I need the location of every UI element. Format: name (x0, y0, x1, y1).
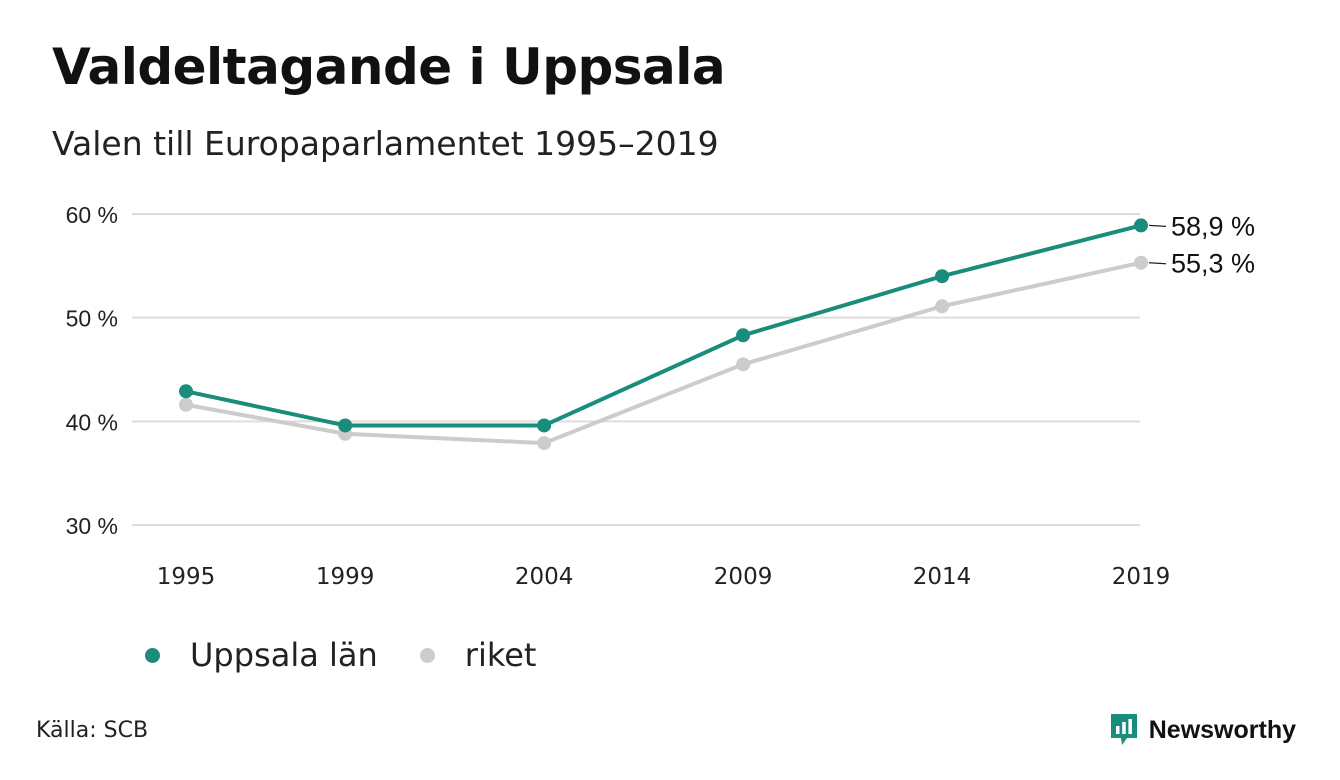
data-point (338, 418, 353, 433)
legend-item-uppsala: Uppsala län (145, 636, 378, 674)
data-point (935, 269, 950, 284)
end-label-leader (1148, 224, 1167, 228)
end-label: 55,3 % (1171, 249, 1255, 279)
chart-title: Valdeltagande i Uppsala (52, 38, 726, 96)
grid-lines (132, 213, 1140, 526)
brand-logo: Newsworthy (1109, 712, 1296, 748)
data-point (736, 357, 751, 372)
source-note: Källa: SCB (36, 718, 149, 743)
chart-subtitle: Valen till Europaparlamentet 1995–2019 (52, 124, 719, 163)
y-tick-label: 60 % (66, 202, 118, 228)
x-tick-label: 2009 (714, 564, 773, 590)
line-chart: 30 % 40 % 50 % 60 % 1995 1999 2004 2009 2014 201… (66, 202, 1256, 590)
series-line-1 (185, 223, 1142, 428)
data-point (537, 418, 552, 433)
x-tick-label: 1999 (316, 564, 375, 590)
data-point (537, 436, 552, 451)
newsworthy-logo-icon (1110, 714, 1137, 745)
series-line-0 (185, 260, 1142, 446)
y-axis-labels: 30 % 40 % 50 % 60 % (66, 202, 118, 539)
x-tick-label: 1995 (157, 564, 216, 590)
legend-label-riket: riket (464, 636, 537, 674)
data-point (179, 384, 193, 399)
y-tick-label: 40 % (66, 409, 118, 435)
data-point (1134, 218, 1148, 233)
brand-name: Newsworthy (1148, 715, 1296, 744)
end-labels: 58,9 % 55,3 % (1148, 211, 1255, 279)
data-point (935, 299, 950, 314)
x-tick-label: 2014 (913, 564, 972, 590)
x-tick-label: 2004 (515, 564, 574, 590)
series-lines (179, 218, 1148, 451)
y-tick-label: 30 % (66, 513, 118, 539)
legend: Uppsala län riket (145, 636, 578, 674)
x-tick-label: 2019 (1112, 564, 1171, 590)
data-point (736, 328, 751, 343)
legend-item-riket: riket (419, 636, 537, 674)
end-label: 58,9 % (1171, 211, 1255, 241)
data-point (179, 397, 193, 412)
end-label-leader (1148, 262, 1167, 265)
legend-dot-uppsala (145, 647, 160, 663)
legend-label-uppsala: Uppsala län (190, 636, 378, 674)
y-tick-label: 50 % (66, 306, 118, 332)
legend-dot-riket (419, 647, 435, 663)
x-axis-labels: 1995 1999 2004 2009 2014 2019 (157, 564, 1171, 590)
data-point (1134, 255, 1148, 270)
